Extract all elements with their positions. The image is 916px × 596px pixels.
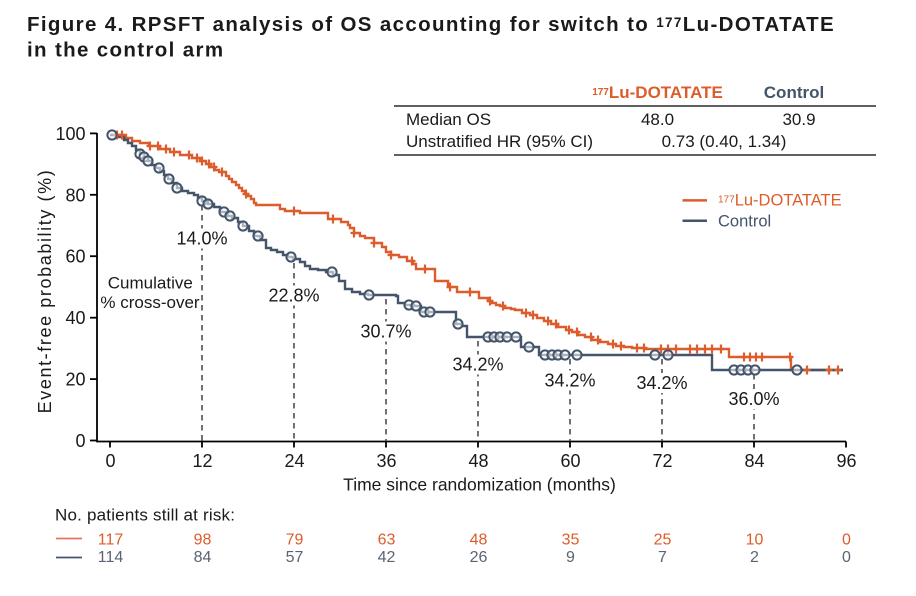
svg-text:14.0%: 14.0% [176, 229, 227, 249]
svg-text:24: 24 [284, 451, 304, 471]
svg-text:36: 36 [376, 451, 396, 471]
svg-text:0: 0 [105, 451, 115, 471]
svg-text:12: 12 [192, 451, 212, 471]
svg-text:96: 96 [836, 451, 856, 471]
svg-text:72: 72 [652, 451, 672, 471]
svg-text:% cross-over: % cross-over [100, 293, 200, 312]
svg-text:177Lu-DOTATATE: 177Lu-DOTATATE [718, 192, 842, 210]
svg-text:48: 48 [470, 532, 488, 549]
svg-text:79: 79 [286, 532, 304, 549]
svg-text:35: 35 [562, 532, 580, 549]
svg-text:Control: Control [764, 83, 824, 102]
svg-text:84: 84 [194, 549, 212, 566]
svg-text:80: 80 [65, 185, 85, 205]
svg-text:98: 98 [194, 532, 212, 549]
svg-text:117: 117 [98, 532, 124, 549]
svg-text:60: 60 [560, 451, 580, 471]
svg-text:48.0: 48.0 [641, 110, 674, 129]
svg-text:7: 7 [658, 549, 667, 566]
svg-text:0: 0 [842, 549, 851, 566]
svg-text:60: 60 [65, 247, 85, 267]
svg-text:Figure 4. RPSFT analysis of OS: Figure 4. RPSFT analysis of OS accountin… [27, 13, 835, 36]
svg-text:48: 48 [468, 451, 488, 471]
svg-text:0: 0 [842, 532, 851, 549]
svg-text:26: 26 [470, 549, 488, 566]
svg-text:114: 114 [98, 549, 124, 566]
svg-text:Event-free probability (%): Event-free probability (%) [35, 169, 55, 414]
svg-text:Time since randomization (mont: Time since randomization (months) [343, 475, 616, 495]
svg-text:34.2%: 34.2% [544, 371, 595, 391]
svg-text:No. patients still at risk:: No. patients still at risk: [55, 506, 235, 525]
svg-text:9: 9 [566, 549, 575, 566]
svg-text:34.2%: 34.2% [452, 355, 503, 375]
svg-text:Unstratified HR (95% CI): Unstratified HR (95% CI) [406, 132, 593, 151]
svg-text:177Lu-DOTATATE: 177Lu-DOTATATE [592, 83, 723, 102]
svg-text:30.9: 30.9 [782, 110, 815, 129]
svg-text:40: 40 [65, 308, 85, 328]
svg-text:20: 20 [65, 370, 85, 390]
svg-text:in the control arm: in the control arm [27, 39, 224, 62]
svg-text:10: 10 [746, 532, 764, 549]
svg-text:Median OS: Median OS [406, 110, 491, 129]
svg-text:22.8%: 22.8% [268, 286, 319, 306]
svg-text:42: 42 [378, 549, 396, 566]
svg-text:57: 57 [286, 549, 304, 566]
svg-text:0: 0 [75, 431, 85, 451]
svg-text:34.2%: 34.2% [636, 373, 687, 393]
svg-text:2: 2 [750, 549, 759, 566]
svg-text:0.73 (0.40, 1.34): 0.73 (0.40, 1.34) [662, 132, 787, 151]
svg-text:30.7%: 30.7% [360, 322, 411, 342]
svg-text:Cumulative: Cumulative [108, 274, 193, 293]
svg-text:63: 63 [378, 532, 396, 549]
svg-text:36.0%: 36.0% [728, 389, 779, 409]
svg-text:84: 84 [744, 451, 764, 471]
svg-text:Control: Control [718, 212, 771, 230]
svg-text:100: 100 [55, 124, 85, 144]
svg-text:25: 25 [654, 532, 672, 549]
